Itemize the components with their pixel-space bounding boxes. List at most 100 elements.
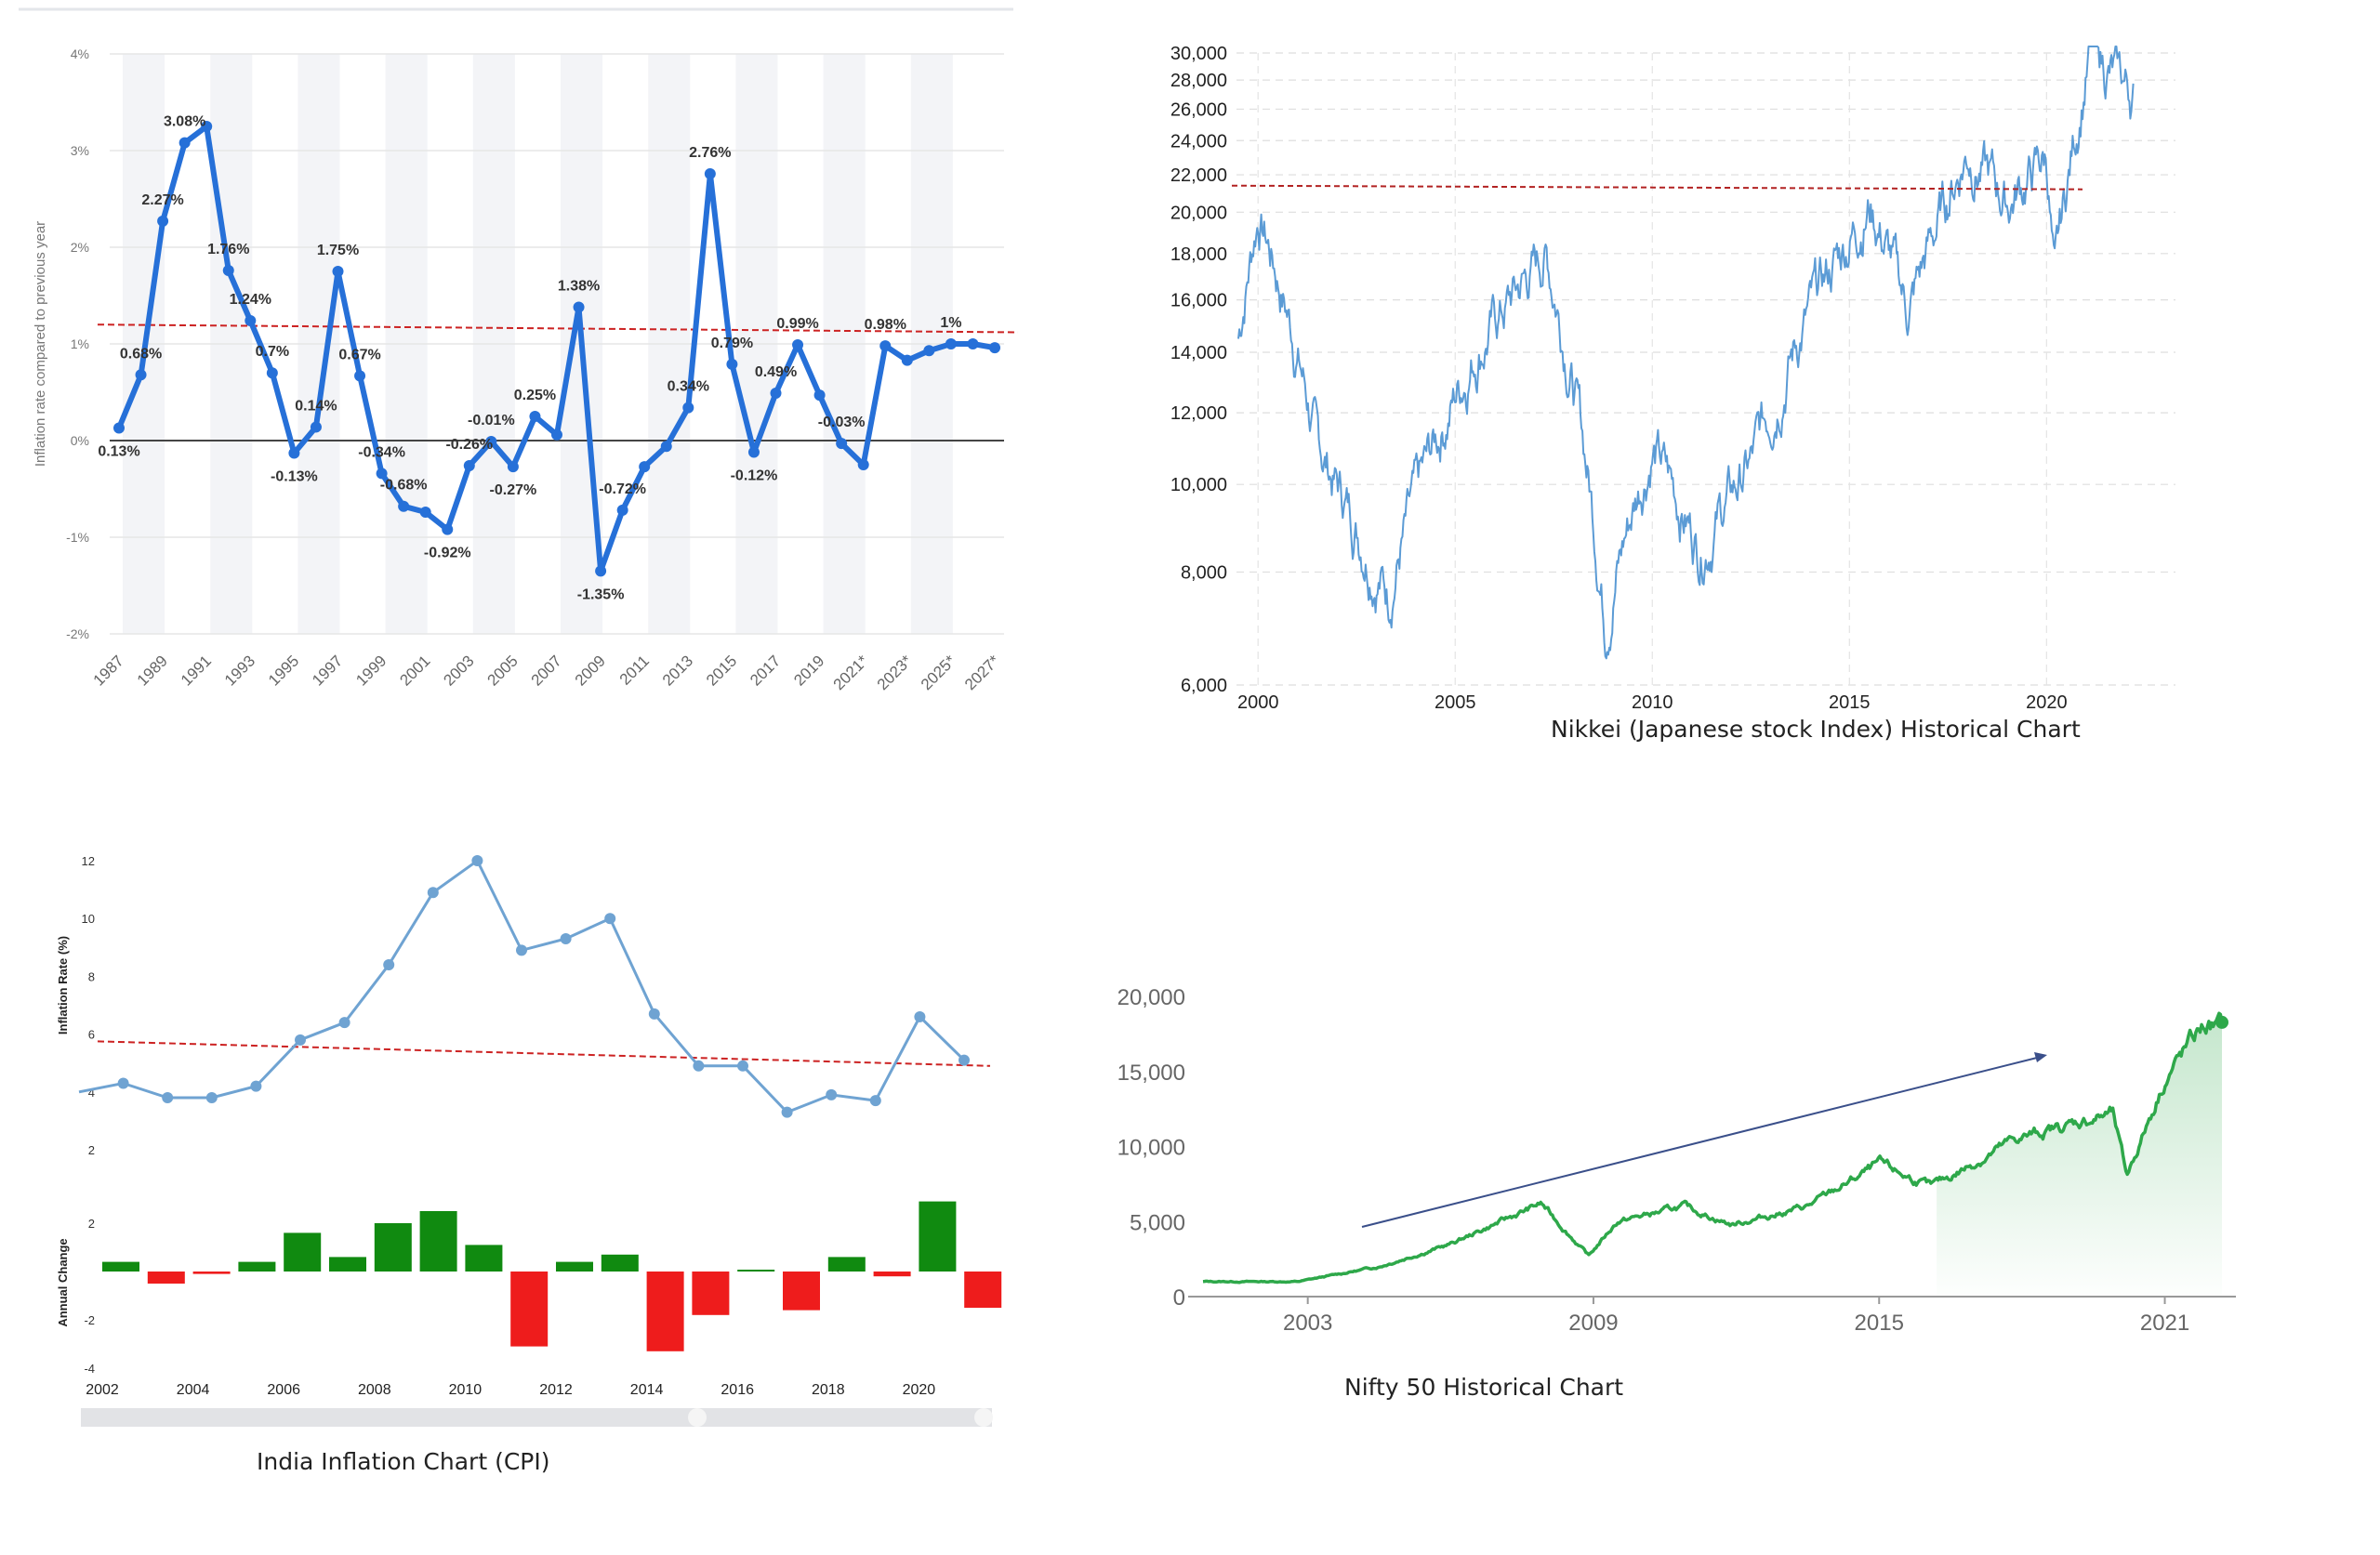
bar-positive xyxy=(329,1257,366,1272)
data-point xyxy=(516,944,527,956)
data-point xyxy=(616,504,628,516)
x-tick-label: 2006 xyxy=(267,1382,300,1398)
bar-positive xyxy=(419,1211,457,1272)
data-point xyxy=(288,447,300,459)
x-tick-label: 1997 xyxy=(309,652,346,689)
y-tick-label: 12 xyxy=(82,854,95,868)
data-point xyxy=(923,345,935,357)
data-point xyxy=(205,1092,218,1104)
data-point xyxy=(266,367,278,379)
x-tick-label: 2010 xyxy=(449,1382,483,1398)
bar-positive xyxy=(102,1261,139,1272)
bar-positive xyxy=(465,1245,503,1272)
india-cpi-chart: 2 4 6 8 10 12 Inflation Rate (%) -4 -2 2 Annual Ch… xyxy=(28,799,1013,1506)
data-point xyxy=(419,506,431,518)
data-point xyxy=(639,461,651,473)
data-label: -0.34% xyxy=(358,444,405,460)
x-tick-label: 2016 xyxy=(721,1382,754,1398)
y-tick-label: 6 xyxy=(88,1028,95,1042)
data-point xyxy=(945,338,957,349)
y-tick-label: 4 xyxy=(88,1086,95,1100)
data-point xyxy=(463,460,475,472)
data-label: 1.38% xyxy=(558,278,600,294)
y-tick-label: 2 xyxy=(88,1143,95,1157)
data-point xyxy=(485,436,497,448)
data-label: -0.13% xyxy=(271,469,318,485)
nifty-caption: Nifty 50 Historical Chart xyxy=(1344,1374,1624,1401)
x-tick-label: 1991 xyxy=(178,652,215,689)
x-tick-label: 2007 xyxy=(528,652,565,689)
bar-negative xyxy=(147,1272,185,1284)
nikkei-series-line xyxy=(1237,46,2135,660)
data-point xyxy=(682,402,694,414)
bar-positive xyxy=(284,1232,322,1272)
y-tick-label: 0% xyxy=(71,433,89,448)
data-point xyxy=(332,266,344,277)
data-point xyxy=(660,441,672,453)
nifty-series-line xyxy=(1202,1011,2224,1285)
data-label: 0.25% xyxy=(514,388,556,403)
y-tick-label: 28,000 xyxy=(1170,71,1227,91)
data-point xyxy=(442,523,454,535)
y-tick-label: 4% xyxy=(71,46,89,61)
data-label: -0.72% xyxy=(599,481,646,497)
y-tick-label: 24,000 xyxy=(1170,131,1227,152)
data-label: 0.68% xyxy=(120,346,162,362)
data-point xyxy=(595,565,607,577)
bar-positive xyxy=(556,1261,593,1272)
x-tick-label: 2021 xyxy=(2140,1311,2189,1336)
x-tick-label: 1993 xyxy=(221,652,258,689)
data-point xyxy=(201,121,213,132)
x-tick-label: 1999 xyxy=(352,652,390,689)
data-label: 0.7% xyxy=(256,344,289,360)
data-point xyxy=(383,958,395,970)
x-tick-label: 2013 xyxy=(659,652,696,689)
data-point xyxy=(914,1010,926,1022)
india-cpi-svg: 2 4 6 8 10 12 Inflation Rate (%) -4 -2 2 Annual Ch… xyxy=(56,854,1002,1427)
x-tick-label: 1995 xyxy=(265,652,302,689)
data-point xyxy=(704,167,716,179)
y-tick-label: 8,000 xyxy=(1181,562,1227,583)
x-tick-label: 2009 xyxy=(572,652,609,689)
nifty-chart: 0 5,000 10,000 15,000 20,000 2003 2009 2015 2021 xyxy=(1097,948,2250,1431)
y-tick-label: 20,000 xyxy=(1170,203,1227,223)
data-point xyxy=(427,887,439,899)
data-point xyxy=(529,411,541,422)
data-point xyxy=(471,855,483,866)
y-tick-label: 22,000 xyxy=(1170,165,1227,186)
y-tick-label: 15,000 xyxy=(1117,1061,1185,1086)
x-tick-label: 2017 xyxy=(747,652,784,689)
x-tick-label: 2001 xyxy=(396,652,433,689)
y-tick-label: -2 xyxy=(84,1313,95,1327)
x-tick-label: 2023* xyxy=(874,652,916,693)
bar-negative xyxy=(964,1272,1002,1308)
bar-negative xyxy=(646,1272,684,1351)
y-tick-label: 30,000 xyxy=(1170,44,1227,64)
x-tick-label: 2005 xyxy=(484,652,522,689)
data-point xyxy=(157,215,169,227)
inflation-series-line xyxy=(78,858,966,1114)
data-label: 0.13% xyxy=(98,443,139,459)
bar-negative xyxy=(510,1272,549,1347)
data-point xyxy=(813,389,826,402)
x-tick-label: 2003 xyxy=(440,652,477,689)
data-point xyxy=(354,370,366,382)
x-tick-label: 2027* xyxy=(961,652,1003,693)
bar-negative xyxy=(783,1272,820,1311)
y-tick-label: 6,000 xyxy=(1181,676,1227,696)
data-point xyxy=(573,301,585,313)
bar-positive xyxy=(737,1270,775,1272)
data-label: 0.49% xyxy=(755,364,797,380)
y-tick-label: 10,000 xyxy=(1117,1136,1185,1161)
data-point xyxy=(560,932,572,944)
bar-negative xyxy=(192,1272,231,1274)
x-tick-label: 2010 xyxy=(1632,692,1673,713)
japan-inflation-svg: -2% -1% 0% 1% 2% 3% 4% Inflation rate compared … xyxy=(19,7,1019,693)
reference-line xyxy=(97,1040,991,1067)
x-tick-label: 2002 xyxy=(86,1382,119,1398)
y-tick-label: 3% xyxy=(71,143,89,158)
x-tick-label: 2015 xyxy=(703,652,740,689)
y-tick-label: 10,000 xyxy=(1170,475,1227,495)
nikkei-caption: Nikkei (Japanese stock Index) Historical… xyxy=(1551,716,2081,743)
data-label: 0.67% xyxy=(338,347,380,362)
